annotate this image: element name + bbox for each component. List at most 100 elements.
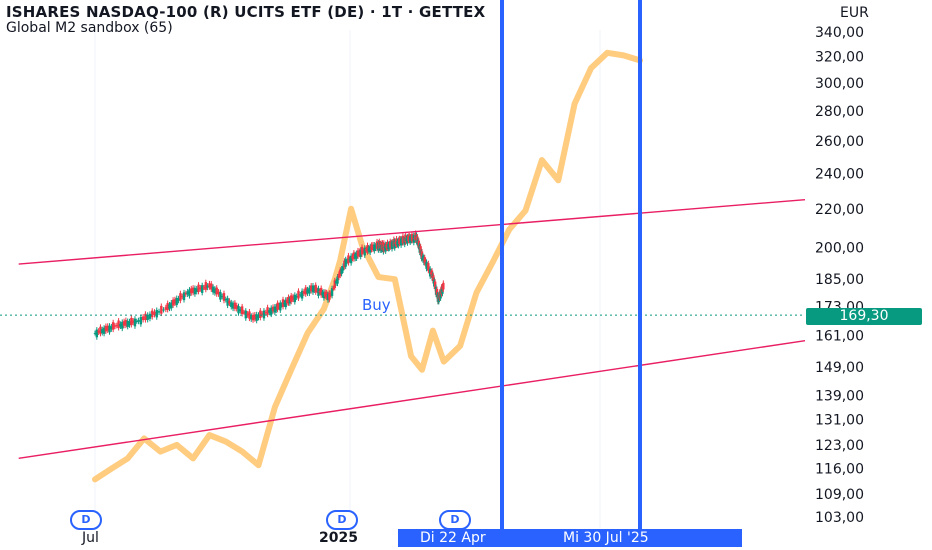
price-candle xyxy=(202,287,206,289)
dividend-marker-3[interactable]: D xyxy=(439,510,471,530)
y-tick-label: 149,00 xyxy=(815,360,864,376)
price-candle xyxy=(233,302,237,309)
y-tick-label: 260,00 xyxy=(815,134,864,150)
m2-indicator-line xyxy=(92,49,643,483)
price-candle xyxy=(259,310,262,318)
y-tick-label: 185,00 xyxy=(815,272,864,288)
price-candle xyxy=(226,298,229,306)
price-candle xyxy=(197,284,200,292)
price-candle xyxy=(179,293,182,301)
price-candle xyxy=(204,282,208,290)
price-candle xyxy=(108,325,111,333)
price-candle xyxy=(219,292,222,300)
dividend-marker-1[interactable]: D xyxy=(70,510,102,530)
price-candle xyxy=(199,287,202,290)
price-candle xyxy=(213,288,217,294)
price-candle xyxy=(297,290,300,299)
indicator-label[interactable]: Global M2 sandbox (65) xyxy=(6,20,173,36)
price-candle xyxy=(295,295,298,298)
price-candle xyxy=(110,326,113,330)
price-candle xyxy=(427,263,430,271)
price-candle xyxy=(348,258,351,260)
price-candle xyxy=(111,322,115,330)
price-candle xyxy=(237,306,240,314)
price-candle xyxy=(250,315,253,320)
price-candle xyxy=(253,314,257,320)
price-candle xyxy=(336,276,339,284)
y-tick-label: 220,00 xyxy=(815,202,864,218)
price-candle xyxy=(164,307,168,310)
price-candle xyxy=(280,304,283,306)
price-candle xyxy=(324,291,327,297)
y-tick-label: 103,00 xyxy=(815,510,864,526)
price-candle xyxy=(268,310,271,313)
price-candle xyxy=(235,305,238,310)
price-candle xyxy=(182,292,186,301)
price-candle xyxy=(195,288,198,293)
price-candle xyxy=(186,291,189,295)
price-candle xyxy=(273,306,277,313)
price-candle xyxy=(139,316,143,325)
price-candle xyxy=(141,316,145,321)
price-candle xyxy=(191,287,195,293)
y-tick-label: 240,00 xyxy=(815,166,864,182)
channel-upper-line xyxy=(18,198,806,265)
y-tick-label: 300,00 xyxy=(815,76,864,92)
price-candle xyxy=(329,292,332,295)
price-candle xyxy=(171,299,175,306)
price-candle xyxy=(157,311,161,313)
dividend-marker-2[interactable]: D xyxy=(326,510,358,530)
price-candle xyxy=(367,247,371,252)
price-candle xyxy=(351,255,354,259)
price-candle xyxy=(313,287,316,291)
price-candle xyxy=(401,235,405,244)
price-candle xyxy=(126,320,129,327)
price-candle xyxy=(260,313,264,315)
price-candle xyxy=(412,235,416,243)
price-candle xyxy=(390,241,394,250)
price-candle xyxy=(276,302,279,310)
price-candle xyxy=(130,317,133,326)
price-candle xyxy=(193,287,197,295)
price-candle xyxy=(122,321,126,326)
price-candle xyxy=(175,297,178,305)
price-candle xyxy=(430,270,434,278)
price-candle xyxy=(334,281,338,284)
price-candle xyxy=(119,323,122,327)
price-candle xyxy=(288,298,292,304)
price-candle xyxy=(373,244,376,252)
price-candle xyxy=(354,254,357,259)
price-candle xyxy=(393,240,396,249)
price-candle xyxy=(382,242,386,251)
price-candle xyxy=(115,325,118,327)
price-candle xyxy=(168,304,171,309)
x-tick-2025: 2025 xyxy=(319,530,358,546)
price-candle xyxy=(291,296,295,300)
price-candle xyxy=(210,283,213,290)
price-candle xyxy=(124,320,128,326)
y-tick-label: 280,00 xyxy=(815,104,864,120)
price-candle xyxy=(319,287,323,296)
price-candle xyxy=(344,259,347,267)
price-candle xyxy=(208,283,211,288)
price-candle xyxy=(328,292,331,300)
price-candle xyxy=(251,314,255,321)
price-candle xyxy=(322,291,326,299)
price-candle xyxy=(339,269,342,276)
currency-label[interactable]: EUR xyxy=(840,5,869,21)
price-candle xyxy=(318,291,322,293)
buy-annotation[interactable]: Buy xyxy=(362,296,391,314)
price-candle xyxy=(240,306,244,315)
price-candle xyxy=(239,309,242,312)
price-candle xyxy=(374,245,377,249)
price-candle xyxy=(144,313,147,321)
price-candle xyxy=(257,314,260,318)
price-candle xyxy=(160,305,163,314)
price-candle xyxy=(364,248,368,251)
price-candle xyxy=(181,296,184,298)
price-candle xyxy=(217,291,220,295)
price-candle xyxy=(170,302,173,309)
price-candle xyxy=(248,311,251,319)
price-candle xyxy=(330,288,334,296)
